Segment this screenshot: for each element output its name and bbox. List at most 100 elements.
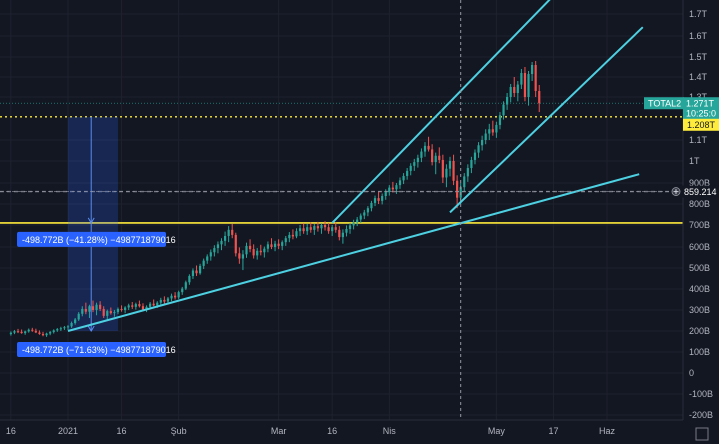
candle-body: [248, 245, 252, 250]
candle-body: [124, 307, 127, 310]
candle-body: [498, 115, 502, 125]
time-tick-label: May: [488, 426, 506, 436]
candle-body: [181, 288, 184, 293]
time-tick-label: 2021: [58, 426, 78, 436]
candle-body: [416, 157, 419, 163]
candle-body: [513, 87, 516, 93]
price-tick-label: 1.6T: [689, 31, 708, 41]
candle-body: [306, 227, 309, 232]
candle-body: [91, 306, 95, 310]
settings-icon[interactable]: [695, 427, 709, 441]
candle-body: [34, 330, 37, 333]
price-tick-label: 1.5T: [689, 52, 708, 62]
price-axis[interactable]: 1.7T 1.6T 1.5T 1.4T 1.3T 1.1T 1T 900B 800B 700B 60…: [682, 0, 719, 444]
candle-body: [434, 155, 437, 163]
candle-body: [184, 282, 187, 289]
price-tick-label: 1.3T: [689, 92, 708, 102]
measure-tool[interactable]: -498.772B (−41.28%) −498771879016 -498.77…: [17, 116, 176, 357]
candle-body: [245, 245, 248, 255]
candle-body: [448, 161, 452, 169]
measure-range-box[interactable]: [68, 116, 118, 331]
candle-body: [163, 299, 166, 302]
candle-body: [113, 312, 116, 314]
candle-body: [238, 253, 241, 259]
plus-icon[interactable]: [673, 189, 679, 195]
time-axis[interactable]: 16 2021 16 Şub Mar 16 Nis May 17 Haz: [0, 419, 719, 444]
trend-line[interactable]: [449, 26, 644, 214]
candle-body: [66, 326, 70, 328]
candle-body: [81, 308, 84, 314]
candle-body: [202, 260, 205, 266]
candle-body: [13, 331, 16, 333]
candle-body: [441, 159, 444, 178]
candle-body: [338, 229, 341, 238]
candle-body: [41, 333, 45, 336]
candle-body: [277, 243, 280, 246]
candle-body: [252, 249, 255, 256]
candle-body: [141, 306, 145, 310]
candle-body: [452, 161, 455, 181]
candle-body: [31, 329, 34, 331]
candle-body: [74, 319, 77, 324]
trend-lines[interactable]: [67, 0, 644, 332]
candle-body: [195, 270, 198, 274]
candle-body: [288, 234, 291, 239]
measure-label-box[interactable]: [17, 342, 166, 357]
candle-body: [370, 202, 373, 209]
candle-body: [320, 225, 323, 229]
candle-body: [209, 252, 212, 257]
trend-line[interactable]: [67, 173, 640, 332]
candle-body: [423, 145, 427, 152]
candle-body: [341, 232, 344, 238]
candle-body: [527, 74, 530, 97]
price-tick-label: 200B: [689, 326, 710, 336]
candle-body: [509, 87, 512, 97]
candle-body: [174, 295, 177, 298]
candle-body: [402, 175, 405, 181]
price-tick-label: 400B: [689, 284, 710, 294]
candle-body: [302, 228, 305, 232]
candle-body: [38, 332, 41, 334]
candle-body: [291, 234, 295, 237]
last-price-tag: [683, 97, 719, 120]
candle-body: [495, 124, 498, 133]
candle-body: [102, 308, 105, 316]
candle-body: [373, 198, 377, 203]
candle-body: [388, 187, 391, 192]
candle-body: [395, 185, 398, 190]
candle-body: [534, 65, 537, 91]
candle-body: [531, 65, 534, 74]
candle-body: [99, 304, 102, 309]
price-tick-label: 300B: [689, 305, 710, 315]
candle-body: [356, 219, 359, 223]
candle-body: [516, 84, 519, 93]
candle-body: [281, 242, 284, 246]
candle-body: [377, 198, 380, 201]
candle-body: [152, 303, 155, 306]
candle-body: [259, 250, 262, 253]
candle-body: [520, 73, 523, 85]
measure-label-box[interactable]: [17, 231, 166, 247]
candle-body: [227, 229, 230, 236]
candle-body: [170, 295, 173, 299]
candle-body: [45, 333, 48, 336]
candle-body: [109, 311, 112, 314]
candle-body: [456, 180, 459, 198]
countdown-text: 10:25:0: [686, 109, 716, 119]
candle-body: [16, 331, 20, 333]
candle-body: [52, 330, 55, 333]
price-tick-label: -200B: [689, 410, 713, 420]
candle-body: [523, 73, 527, 97]
candle-body: [191, 270, 195, 276]
candle-body: [381, 196, 384, 201]
candle-body: [406, 170, 409, 176]
trend-line[interactable]: [331, 0, 578, 224]
last-price-text: 1.271T: [686, 99, 715, 109]
price-tick-label: 700B: [689, 220, 710, 230]
candle-body: [9, 332, 12, 335]
candle-body: [131, 305, 134, 307]
candle-body: [327, 227, 330, 232]
